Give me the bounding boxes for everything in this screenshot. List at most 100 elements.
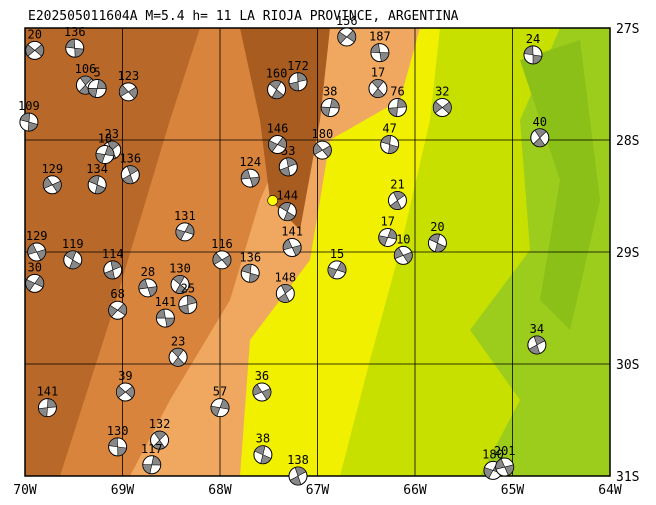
focal-mechanism: 119 xyxy=(62,237,84,270)
event-depth-label: 17 xyxy=(371,65,385,79)
focal-mechanism: 25 xyxy=(178,282,198,315)
event-depth-label: 123 xyxy=(118,69,140,83)
focal-mechanism: 148 xyxy=(274,270,296,303)
beachball-quadrant xyxy=(241,263,260,283)
beachball-quadrant xyxy=(279,157,298,177)
lon-tick-label: 64W xyxy=(598,483,622,498)
event-depth-label: 40 xyxy=(533,115,547,129)
focal-mechanism: 141 xyxy=(281,225,303,258)
event-depth-label: 24 xyxy=(526,32,540,46)
focal-mechanism: 17 xyxy=(368,65,388,98)
beachball-quadrant xyxy=(138,278,158,297)
event-depth-label: 136 xyxy=(64,25,86,39)
focal-mechanism: 156 xyxy=(336,14,358,47)
beachball-quadrant xyxy=(428,233,446,253)
beachball-quadrant xyxy=(210,398,230,417)
event-depth-label: 30 xyxy=(28,260,42,274)
event-depth-label: 187 xyxy=(369,30,391,44)
lon-tick-label: 68W xyxy=(208,483,232,498)
event-depth-label: 180 xyxy=(312,127,334,141)
focal-mechanism: 172 xyxy=(287,59,309,92)
beachball-quadrant xyxy=(327,261,347,279)
beachball-quadrant xyxy=(171,347,185,367)
event-depth-label: 130 xyxy=(107,424,129,438)
event-depth-label: 18 xyxy=(98,132,112,146)
focal-mechanism: 28 xyxy=(138,265,158,298)
beachball-quadrant xyxy=(25,44,45,57)
event-depth-label: 10 xyxy=(396,232,410,246)
focal-mechanism: 15 xyxy=(327,247,347,280)
event-depth-label: 38 xyxy=(256,432,270,446)
beachball-quadrant xyxy=(380,135,399,154)
beachball-quadrant xyxy=(152,430,167,450)
event-depth-label: 131 xyxy=(174,209,196,223)
focal-mechanism: 116 xyxy=(211,237,233,270)
lon-tick-label: 70W xyxy=(13,483,37,498)
focal-mechanism: 36 xyxy=(252,369,272,402)
event-depth-label: 28 xyxy=(141,265,155,279)
event-depth-label: 106 xyxy=(75,62,97,76)
event-depth-label: 5 xyxy=(94,65,101,79)
event-depth-label: 34 xyxy=(530,322,544,336)
focal-mechanism: 124 xyxy=(239,155,261,188)
focal-mechanism: 24 xyxy=(523,32,543,65)
event-depth-label: 114 xyxy=(102,247,124,261)
focal-mechanism: 180 xyxy=(482,447,504,480)
event-depth-label: 23 xyxy=(105,127,119,141)
beachball-quadrant xyxy=(495,458,514,476)
beachball-quadrant xyxy=(371,79,385,98)
focal-mechanism: 114 xyxy=(102,247,124,280)
beachball-quadrant xyxy=(108,303,127,318)
beachball-quadrant xyxy=(313,142,332,158)
focal-mechanism: 47 xyxy=(380,121,400,154)
beachball-quadrant xyxy=(389,191,406,210)
focal-mechanism: 134 xyxy=(86,162,108,195)
event-depth-label: 32 xyxy=(435,85,449,99)
beachball-quadrant xyxy=(320,98,340,117)
beachball-quadrant xyxy=(394,247,413,264)
beachball-quadrant xyxy=(528,335,546,355)
event-depth-label: 201 xyxy=(494,444,516,458)
beachball-quadrant xyxy=(172,275,188,294)
focal-mechanism: 141 xyxy=(37,385,58,418)
beachball-quadrant xyxy=(27,243,46,261)
event-depth-label: 23 xyxy=(171,334,185,348)
event-depth-label: 132 xyxy=(149,417,171,431)
focal-mechanism: 136 xyxy=(119,152,141,185)
focal-mechanism: 160 xyxy=(266,67,287,100)
focal-mechanism: 40 xyxy=(530,115,550,148)
event-depth-label: 130 xyxy=(169,261,191,275)
focal-mechanism: 131 xyxy=(174,209,196,242)
beachball-quadrant xyxy=(95,145,115,164)
beachball-quadrant xyxy=(25,275,45,292)
event-depth-label: 136 xyxy=(119,152,141,166)
beachball-quadrant xyxy=(337,30,356,44)
focal-mechanism: 76 xyxy=(387,85,407,118)
event-depth-label: 17 xyxy=(380,214,394,228)
focal-mechanism: 38 xyxy=(320,85,340,118)
focal-mechanism: 129 xyxy=(41,162,63,195)
beachball-quadrant xyxy=(279,202,296,221)
focal-mechanism: 141 xyxy=(155,295,176,328)
lat-tick-label: 29S xyxy=(616,246,639,261)
focal-mechanism: 132 xyxy=(149,417,171,450)
event-depth-label: 109 xyxy=(18,99,40,113)
beachball-quadrant xyxy=(523,45,543,65)
beachball-quadrant xyxy=(289,466,307,486)
event-depth-label: 156 xyxy=(336,14,358,28)
beachball-quadrant xyxy=(532,128,547,147)
focal-mechanism: 21 xyxy=(387,177,407,210)
focal-mechanism: 18 xyxy=(95,132,115,165)
beachball-quadrant xyxy=(388,98,407,117)
event-depth-label: 141 xyxy=(281,225,303,239)
event-depth-label: 15 xyxy=(330,247,344,261)
event-depth-label: 138 xyxy=(287,453,309,467)
beachball-quadrant xyxy=(88,175,106,195)
focal-mechanism: 117 xyxy=(141,442,163,475)
focal-mechanism: 201 xyxy=(494,444,516,477)
event-depth-label: 148 xyxy=(274,270,296,284)
lon-tick-label: 67W xyxy=(306,483,330,498)
beachball-quadrant xyxy=(65,38,85,58)
event-depth-label: 129 xyxy=(26,229,48,243)
beachball-quadrant xyxy=(240,169,260,188)
